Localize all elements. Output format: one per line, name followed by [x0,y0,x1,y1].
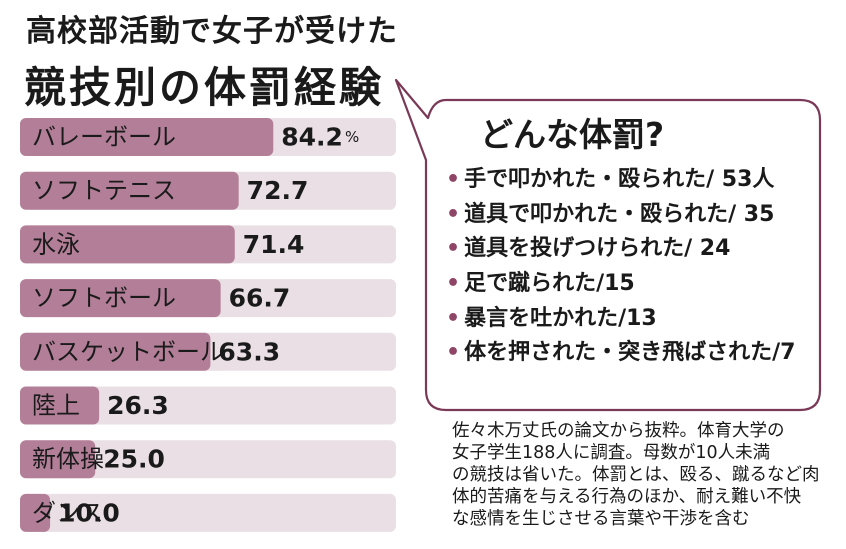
note-line: な感情を生じさせる言葉や干渉を含む [452,509,750,529]
category-label: ダンス [32,499,104,527]
category-label: ソフトテニス [32,177,176,205]
bar-track [20,386,396,425]
bar [20,225,235,264]
note-line: 女子学生188人に調査。母数が10人未満 [452,443,771,463]
bullet-icon: • [446,167,461,192]
callout-item-text: 道具を投げつけられた/ 24 [464,236,731,262]
category-label: バレーボール [32,123,176,151]
note-line: の競技は省いた。体罰とは、殴る、蹴るなど肉 [452,465,820,485]
value-label: 10.0 [58,498,120,527]
callout-item-text: 暴言を吐かれた/13 [464,305,657,331]
callout-item-text: 足で蹴られた/15 [464,271,635,297]
callout-item-text: 手で叩かれた・殴られた/ 53人 [464,167,775,192]
bar [20,440,96,479]
bar [20,493,51,532]
bullet-icon: • [446,340,461,366]
callout-item: • 道具を投げつけられた/ 24 [446,234,795,269]
category-label: 新体操 [32,445,104,473]
note-line: 体的苦痛を与える行為のほか、耐え難い不快 [452,487,802,507]
callout-title: どんな体罰? [480,115,665,154]
category-label: 水泳 [32,230,80,258]
bar-track [20,440,396,479]
category-label: 陸上 [32,392,80,420]
title-line-1: 高校部活動で女子が受けた [26,14,398,49]
callout-item-text: 道具で叩かれた・殴られた/ 35 [464,201,775,227]
value-label: 25.0 [103,445,165,474]
category-label: バスケットボール [32,338,224,366]
note-line: 佐々木万丈氏の論文から抜粋。体育大学の [452,421,785,441]
source-note: 佐々木万丈氏の論文から抜粋。体育大学の 女子学生188人に調査。母数が10人未満… [452,420,824,530]
bar-track [20,493,396,532]
bar [20,171,239,210]
callout-list: • 手で叩かれた・殴られた/ 53人 • 道具で叩かれた・殴られた/ 35 • 道具を… [446,165,795,373]
callout-item-text: 体を押された・突き飛ばされた/7 [464,340,796,366]
callout-item: • 手で叩かれた・殴られた/ 53人 [446,165,795,200]
value-label: 63.3 [218,337,280,366]
callout-item: • 暴言を吐かれた/13 [446,304,795,339]
callout-item: • 足で蹴られた/15 [446,269,795,304]
title-line-2: 競技別の体罰経験 [24,63,385,112]
callout-item: • 道具で叩かれた・殴られた/ 35 [446,200,795,235]
bullet-icon: • [446,236,461,262]
bar [20,118,274,156]
bullet-icon: • [446,305,461,331]
bar [20,279,221,318]
bar [20,332,211,371]
value-label: 26.3 [107,391,169,420]
bullet-icon: • [446,271,461,297]
value-label: 66.7 [229,284,291,313]
category-label: ソフトボール [32,284,176,312]
callout-item: • 体を押された・突き飛ばされた/7 [446,338,795,373]
bar [20,386,100,425]
value-label: 72.7 [247,176,309,205]
bullet-icon: • [446,201,461,227]
value-label: 71.4 [243,230,305,259]
unit-label: % [345,128,359,146]
